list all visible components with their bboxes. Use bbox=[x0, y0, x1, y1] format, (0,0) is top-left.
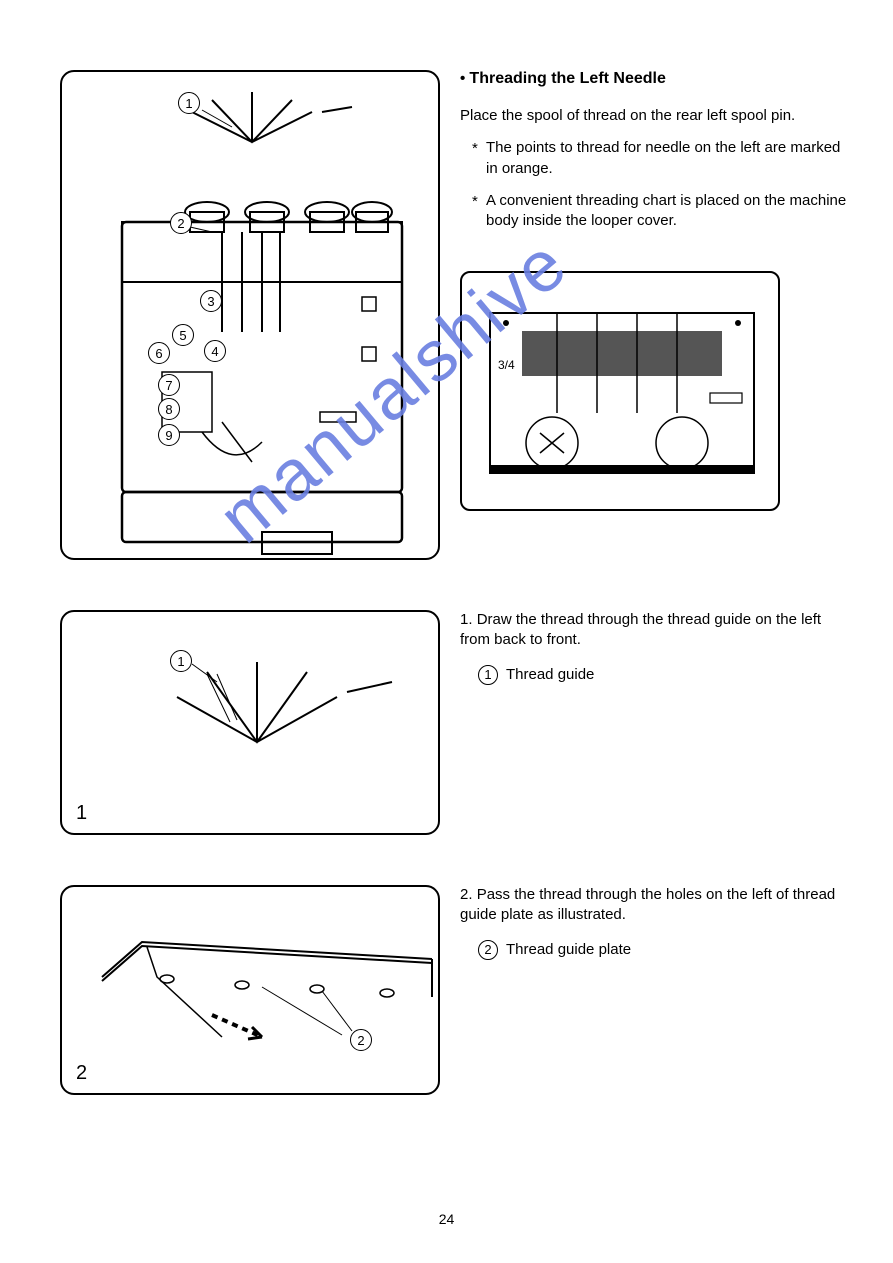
figure-main-machine: 1 2 3 4 5 6 7 8 9 bbox=[60, 70, 440, 560]
intro-text-column: • Threading the Left Needle Place the sp… bbox=[458, 70, 853, 560]
callout-3: 3 bbox=[200, 290, 222, 312]
callout-8: 8 bbox=[158, 398, 180, 420]
notes-list: The points to thread for needle on the l… bbox=[460, 138, 853, 231]
callout-6: 6 bbox=[148, 342, 170, 364]
figure-number-2: 2 bbox=[76, 1062, 87, 1085]
step2-callout-2: 2 bbox=[350, 1029, 372, 1051]
step1-figure-column: 1 1 bbox=[60, 610, 440, 835]
row-intro: 1 2 3 4 5 6 7 8 9 • Threading the Left N… bbox=[60, 70, 853, 560]
step1-text: 1. Draw the thread through the thread gu… bbox=[460, 610, 853, 651]
note-item: The points to thread for needle on the l… bbox=[472, 138, 853, 179]
section-title-line: • Threading the Left Needle bbox=[460, 70, 853, 88]
step1-text-column: 1. Draw the thread through the thread gu… bbox=[458, 610, 853, 835]
callout-4: 4 bbox=[204, 340, 226, 362]
step2-callout-line: 2 Thread guide plate bbox=[460, 940, 853, 960]
step1-callout-1: 1 bbox=[170, 650, 192, 672]
step1-body: Draw the thread through the thread guide… bbox=[460, 611, 821, 648]
detail-diagram-svg: 3/4 bbox=[462, 273, 780, 511]
step1-callout-num: 1 bbox=[478, 665, 498, 685]
step2-callout-num: 2 bbox=[478, 940, 498, 960]
callout-7: 7 bbox=[158, 374, 180, 396]
row-step-1: 1 1 1. Draw the thread through the threa… bbox=[60, 610, 853, 835]
step2-body: Pass the thread through the holes on the… bbox=[460, 886, 835, 923]
step2-figure-column: 2 2 bbox=[60, 885, 440, 1095]
figure-detail-chart: 3/4 bbox=[460, 271, 780, 511]
section-title: Threading the Left Needle bbox=[469, 70, 665, 87]
callout-9: 9 bbox=[158, 424, 180, 446]
row-step-2: 2 2 2. Pass the thread through the holes… bbox=[60, 885, 853, 1095]
note-item: A convenient threading chart is placed o… bbox=[472, 191, 853, 232]
figure-step-2: 2 2 bbox=[60, 885, 440, 1095]
callout-2: 2 bbox=[170, 212, 192, 234]
svg-text:3/4: 3/4 bbox=[498, 358, 515, 372]
step1-svg bbox=[62, 612, 440, 835]
step2-text-column: 2. Pass the thread through the holes on … bbox=[458, 885, 853, 1095]
figure-step-1: 1 1 bbox=[60, 610, 440, 835]
main-figure-column: 1 2 3 4 5 6 7 8 9 bbox=[60, 70, 440, 560]
step2-text: 2. Pass the thread through the holes on … bbox=[460, 885, 853, 926]
figure-number-1: 1 bbox=[76, 802, 87, 825]
step1-callout-label: Thread guide bbox=[506, 666, 594, 683]
callout-5: 5 bbox=[172, 324, 194, 346]
step2-callout-label: Thread guide plate bbox=[506, 941, 631, 958]
step1-callout-line: 1 Thread guide bbox=[460, 665, 853, 685]
step1-number: 1. bbox=[460, 611, 473, 628]
page-number: 24 bbox=[0, 1211, 893, 1227]
intro-paragraph: Place the spool of thread on the rear le… bbox=[460, 106, 853, 126]
callout-1: 1 bbox=[178, 92, 200, 114]
step2-svg bbox=[62, 887, 440, 1095]
step2-number: 2. bbox=[460, 886, 473, 903]
machine-diagram-svg bbox=[62, 72, 440, 560]
